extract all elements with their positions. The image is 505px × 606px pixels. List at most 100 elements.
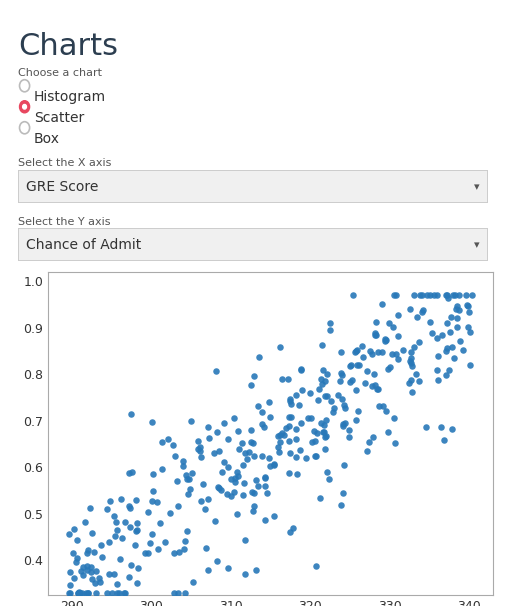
Point (278, 375, 286, 384)
Point (321, 376, 329, 385)
Point (249, 438, 257, 448)
Point (362, 378, 370, 388)
Point (258, 419, 266, 428)
Point (125, 572, 133, 582)
Point (202, 543, 210, 553)
Point (235, 444, 243, 454)
Point (321, 391, 329, 401)
Point (330, 403, 338, 413)
Point (88, 574, 96, 584)
Point (214, 482, 222, 491)
Point (448, 424, 457, 434)
Point (74, 588, 82, 598)
Point (428, 328, 436, 338)
Point (378, 347, 386, 356)
Point (433, 290, 441, 300)
Point (230, 488, 238, 498)
Point (459, 345, 467, 355)
Point (275, 447, 283, 456)
Point (185, 474, 193, 484)
Point (287, 399, 295, 409)
Point (406, 379, 414, 388)
Point (261, 422, 269, 432)
Point (371, 328, 379, 338)
Point (392, 290, 400, 300)
Point (408, 375, 416, 384)
Point (285, 412, 293, 422)
Point (406, 304, 414, 314)
Point (430, 290, 438, 300)
Point (166, 508, 174, 518)
Point (144, 548, 152, 558)
Point (212, 516, 220, 525)
Point (433, 365, 441, 375)
Point (433, 333, 441, 342)
Point (212, 367, 220, 376)
Point (127, 409, 135, 419)
Point (120, 588, 128, 598)
Point (158, 437, 166, 447)
Point (463, 300, 471, 310)
Point (308, 437, 316, 447)
Point (234, 426, 242, 436)
Point (91, 578, 99, 588)
Point (132, 496, 140, 505)
Point (77, 566, 85, 576)
Point (415, 376, 423, 386)
Point (249, 488, 258, 498)
Point (442, 290, 450, 300)
Point (378, 299, 386, 309)
Point (82, 565, 90, 574)
Point (274, 431, 282, 441)
Point (114, 588, 122, 598)
Point (388, 350, 396, 359)
Point (381, 335, 389, 344)
Point (220, 457, 228, 467)
Point (249, 506, 257, 516)
Point (164, 434, 172, 444)
Point (81, 518, 89, 527)
Point (83, 588, 91, 598)
Point (104, 588, 112, 598)
Point (270, 511, 278, 521)
Point (444, 365, 452, 375)
Point (426, 290, 434, 300)
Point (410, 290, 418, 300)
Point (374, 385, 382, 395)
Point (83, 548, 91, 558)
Text: Scatter: Scatter (34, 111, 84, 125)
Point (352, 361, 361, 370)
Point (174, 501, 182, 511)
Point (454, 290, 463, 300)
Point (339, 421, 347, 431)
Point (65, 529, 73, 539)
Text: ▾: ▾ (474, 182, 479, 192)
Point (147, 496, 156, 506)
Point (246, 437, 255, 447)
Point (255, 352, 263, 362)
Point (266, 461, 274, 470)
Point (318, 340, 326, 350)
Point (196, 496, 205, 505)
Point (254, 481, 262, 491)
Point (199, 479, 208, 488)
Point (385, 318, 393, 328)
Point (322, 415, 330, 425)
Point (337, 368, 345, 378)
Point (358, 341, 366, 351)
Point (149, 486, 157, 496)
Text: Select the X axis: Select the X axis (18, 158, 112, 168)
Point (72, 558, 80, 567)
Point (307, 413, 315, 422)
Point (196, 446, 204, 456)
Point (298, 385, 306, 395)
Point (156, 518, 164, 528)
Point (359, 353, 367, 362)
Point (371, 381, 379, 390)
Point (407, 347, 415, 357)
Point (115, 588, 123, 598)
Point (276, 438, 284, 447)
Point (111, 531, 119, 541)
Point (434, 351, 442, 361)
Point (413, 368, 421, 378)
